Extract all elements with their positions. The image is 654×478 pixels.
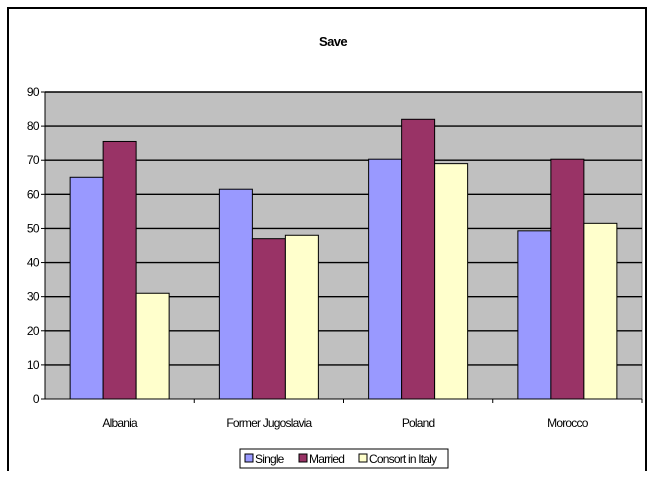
bar-single xyxy=(69,176,104,400)
y-tick-label: 90 xyxy=(27,85,40,99)
y-tick-label: 40 xyxy=(27,256,40,270)
legend-label: Single xyxy=(255,452,285,466)
x-category-label: Albania xyxy=(102,416,138,430)
legend-swatch xyxy=(298,453,308,463)
bar-consort-in-italy xyxy=(583,222,618,400)
x-category-label: Poland xyxy=(402,416,435,430)
x-category-label: Former Jugoslavia xyxy=(226,416,312,430)
bar-married xyxy=(550,158,585,400)
y-tick-label: 50 xyxy=(27,221,40,235)
legend-swatch xyxy=(244,453,254,463)
bar-single xyxy=(218,188,253,400)
y-tick-label: 30 xyxy=(27,290,40,304)
x-category-label: Morocco xyxy=(547,416,589,430)
chart-frame: Save 0 10 20 30 40 50 60 70 80 90 Albania Former Ju… xyxy=(7,7,647,471)
legend-swatch xyxy=(358,453,368,463)
y-tick-label: 0 xyxy=(33,392,40,406)
bar-consort-in-italy xyxy=(135,292,170,400)
bar-married xyxy=(251,238,286,400)
bar-single xyxy=(517,230,552,400)
bar-chart: Save 0 10 20 30 40 50 60 70 80 90 Albania Former Ju… xyxy=(27,34,643,469)
y-tick-label: 60 xyxy=(27,187,40,201)
legend-box xyxy=(239,448,449,469)
legend-label: Consort in Italy xyxy=(369,452,437,466)
y-tick-label: 10 xyxy=(27,358,40,372)
y-tick-label: 20 xyxy=(27,324,40,338)
y-tick-label: 70 xyxy=(27,153,40,167)
y-tick-label: 80 xyxy=(27,119,40,133)
legend: Single Married Consort in Italy xyxy=(239,448,449,469)
bar-single xyxy=(368,158,403,400)
chart-title: Save xyxy=(319,34,347,49)
plot-area: 0 10 20 30 40 50 60 70 80 90 Albania Former Jugosla… xyxy=(27,85,643,430)
bar-consort-in-italy xyxy=(434,163,469,400)
legend-label: Married xyxy=(309,452,344,466)
bar-married xyxy=(102,140,137,400)
bar-consort-in-italy xyxy=(284,234,319,400)
bar-married xyxy=(401,118,436,400)
